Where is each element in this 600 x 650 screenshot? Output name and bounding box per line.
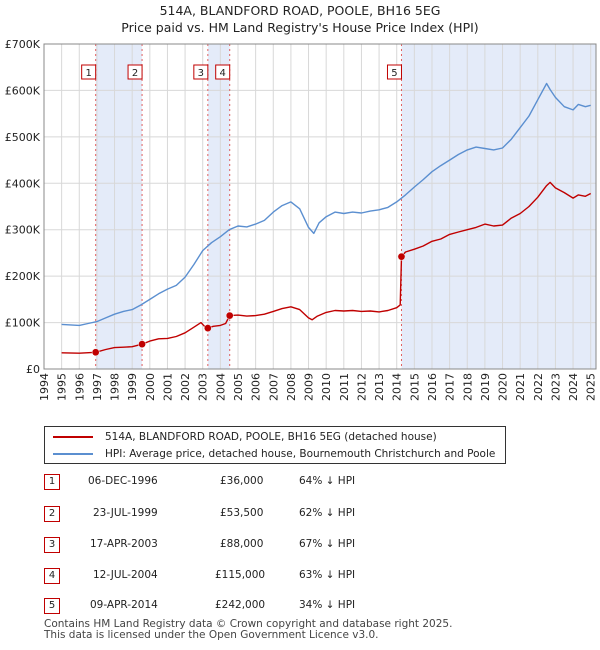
x-tick-label: 2004 bbox=[214, 373, 227, 401]
sale-period-shade bbox=[207, 44, 230, 369]
legend: 514A, BLANDFORD ROAD, POOLE, BH16 5EG (d… bbox=[44, 426, 506, 464]
x-tick-label: 2011 bbox=[338, 373, 351, 401]
hpi-line bbox=[61, 82, 591, 327]
row-marker: 3 bbox=[44, 537, 60, 553]
x-tick-label: 2017 bbox=[444, 373, 457, 401]
sale-number-label: 2 bbox=[132, 68, 138, 79]
row-hpi: 67% ↓ HPI bbox=[299, 538, 356, 550]
x-tick-label: 2000 bbox=[144, 373, 157, 401]
y-tick-label: £600K bbox=[5, 84, 41, 97]
row-date: 06-DEC-1996 bbox=[88, 475, 158, 487]
x-tick-label: 2014 bbox=[391, 373, 404, 401]
footer-licence: This data is licensed under the Open Gov… bbox=[44, 629, 379, 641]
row-price: £88,000 bbox=[220, 538, 264, 550]
x-tick-label: 1998 bbox=[109, 373, 122, 401]
x-tick-label: 2021 bbox=[514, 373, 527, 401]
row-hpi: 63% ↓ HPI bbox=[299, 569, 356, 581]
x-tick-label: 2025 bbox=[585, 373, 598, 401]
row-marker: 4 bbox=[44, 568, 60, 584]
row-price: £115,000 bbox=[215, 569, 266, 581]
sale-number-box bbox=[193, 64, 209, 80]
x-tick-label: 2022 bbox=[532, 373, 545, 401]
legend-item-hpi: HPI: Average price, detached house, Bour… bbox=[53, 446, 495, 462]
plot-frame bbox=[43, 43, 597, 370]
row-marker: 5 bbox=[44, 598, 60, 614]
x-tick-label: 2012 bbox=[355, 373, 368, 401]
footer: Contains HM Land Registry data © Crown c… bbox=[44, 619, 452, 641]
row-hpi: 62% ↓ HPI bbox=[299, 507, 356, 519]
legend-property-label: 514A, BLANDFORD ROAD, POOLE, BH16 5EG (d… bbox=[105, 431, 437, 443]
table-row: 1 06-DEC-1996 £36,000 64% ↓ HPI bbox=[44, 474, 444, 492]
footer-copyright: Contains HM Land Registry data © Crown c… bbox=[44, 618, 453, 630]
x-tick-label: 2008 bbox=[285, 373, 298, 401]
sale-number-label: 3 bbox=[198, 68, 204, 79]
sale-point bbox=[138, 340, 146, 349]
row-date: 23-JUL-1999 bbox=[93, 507, 158, 519]
legend-property-swatch bbox=[53, 436, 93, 438]
row-marker: 1 bbox=[44, 474, 60, 490]
x-tick-label: 2002 bbox=[179, 373, 192, 401]
x-tick-label: 2005 bbox=[232, 373, 245, 401]
row-marker: 2 bbox=[44, 506, 60, 522]
sale-point bbox=[203, 324, 212, 332]
x-tick-label: 2001 bbox=[161, 373, 174, 401]
x-tick-label: 1994 bbox=[38, 373, 51, 401]
y-tick-label: £300K bbox=[5, 224, 41, 237]
x-tick-label: 2024 bbox=[567, 373, 580, 401]
y-tick-label: £400K bbox=[5, 177, 41, 190]
x-tick-label: 2009 bbox=[303, 373, 316, 401]
x-tick-label: 2015 bbox=[408, 373, 421, 401]
x-tick-label: 1996 bbox=[73, 373, 86, 401]
row-price: £53,500 bbox=[220, 507, 264, 519]
x-tick-label: 2007 bbox=[267, 373, 280, 401]
legend-item-property: 514A, BLANDFORD ROAD, POOLE, BH16 5EG (d… bbox=[53, 429, 437, 445]
y-tick-label: £700K bbox=[5, 38, 41, 51]
x-tick-label: 2006 bbox=[250, 373, 263, 401]
x-tick-label: 1995 bbox=[56, 373, 69, 401]
table-row: 4 12-JUL-2004 £115,000 63% ↓ HPI bbox=[44, 568, 444, 586]
chart-subtitle: Price paid vs. HM Land Registry's House … bbox=[121, 20, 479, 35]
x-tick-label: 1997 bbox=[91, 373, 104, 401]
x-tick-label: 2018 bbox=[461, 373, 474, 401]
sale-point bbox=[397, 252, 406, 261]
y-tick-label: £0 bbox=[26, 363, 40, 376]
x-tick-label: 2010 bbox=[320, 373, 333, 401]
legend-hpi-swatch bbox=[53, 453, 93, 455]
x-tick-label: 2016 bbox=[426, 373, 439, 401]
row-price: £36,000 bbox=[220, 475, 264, 487]
sale-number-box bbox=[127, 64, 143, 80]
sale-number-box bbox=[215, 64, 231, 80]
sale-point bbox=[225, 311, 234, 320]
sale-number-label: 1 bbox=[85, 68, 91, 79]
price-chart: 1 2 3 4 5 £0 £100K £200K £300K £400K £500K £600K £70… bbox=[5, 38, 598, 401]
row-date: 12-JUL-2004 bbox=[93, 569, 158, 581]
table-row: 2 23-JUL-1999 £53,500 62% ↓ HPI bbox=[44, 506, 444, 524]
row-price: £242,000 bbox=[215, 599, 266, 611]
chart-title: 514A, BLANDFORD ROAD, POOLE, BH16 5EG bbox=[159, 3, 441, 18]
row-date: 09-APR-2014 bbox=[90, 599, 158, 611]
x-tick-label: 1999 bbox=[126, 373, 139, 401]
legend-hpi-label: HPI: Average price, detached house, Bour… bbox=[105, 448, 496, 460]
sale-period-shade bbox=[401, 44, 596, 369]
x-tick-label: 2019 bbox=[479, 373, 492, 401]
row-date: 17-APR-2003 bbox=[90, 538, 158, 550]
x-tick-label: 2013 bbox=[373, 373, 386, 401]
sale-number-box bbox=[386, 64, 402, 80]
sale-number-label: 5 bbox=[391, 68, 397, 79]
sale-period-shade bbox=[95, 44, 143, 369]
table-row: 5 09-APR-2014 £242,000 34% ↓ HPI bbox=[44, 598, 444, 616]
sale-number-label: 4 bbox=[220, 68, 226, 79]
x-tick-label: 2023 bbox=[549, 373, 562, 401]
property-price-line bbox=[61, 181, 592, 354]
x-tick-label: 2020 bbox=[497, 373, 510, 401]
row-hpi: 64% ↓ HPI bbox=[299, 475, 356, 487]
y-tick-label: £200K bbox=[5, 270, 41, 283]
y-tick-label: £100K bbox=[5, 317, 41, 330]
x-tick-label: 2003 bbox=[197, 373, 210, 401]
table-row: 3 17-APR-2003 £88,000 67% ↓ HPI bbox=[44, 537, 444, 555]
y-tick-label: £500K bbox=[5, 131, 41, 144]
sale-number-box bbox=[81, 64, 97, 80]
row-hpi: 34% ↓ HPI bbox=[299, 599, 356, 611]
sale-point bbox=[91, 348, 100, 357]
